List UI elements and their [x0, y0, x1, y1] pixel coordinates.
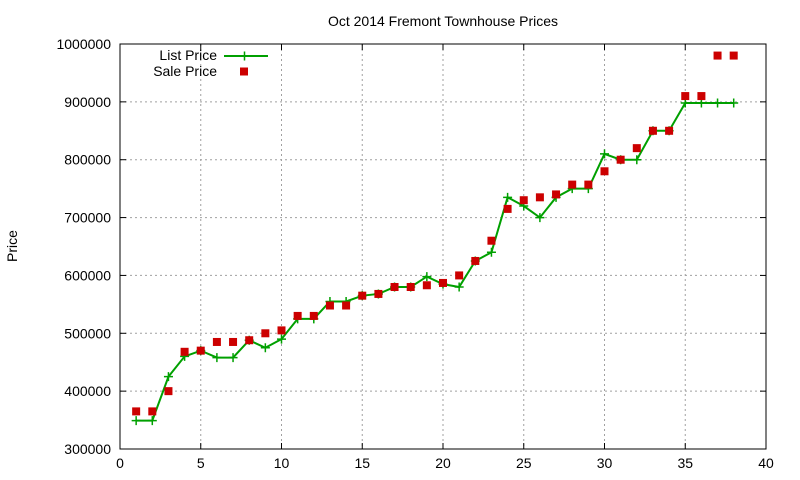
sale-price-point [422, 281, 431, 290]
x-tick-label: 25 [516, 455, 532, 471]
list-price-point [422, 272, 432, 282]
ticks: 0 5 10 15 20 25 30 35 40 300000 400000 500000 600000… [56, 36, 774, 471]
sale-price-point [245, 336, 254, 345]
list-price-point [503, 192, 513, 202]
sale-price-point [632, 144, 641, 153]
sale-price-point [439, 278, 447, 287]
x-tick-label: 15 [354, 455, 370, 471]
y-tick-label: 900000 [64, 94, 111, 110]
sale-price-point [309, 311, 318, 320]
list-price-point [277, 334, 286, 344]
sale-price-point [616, 155, 625, 164]
y-axis-label: Price [4, 230, 20, 262]
sale-price-point [164, 387, 173, 396]
x-tick-label: 20 [435, 455, 451, 471]
sale-price-point [180, 347, 189, 356]
x-tick-label: 30 [597, 455, 613, 471]
sale-price-point [729, 51, 738, 60]
sale-price-point [535, 193, 544, 202]
list-price-point [486, 247, 496, 257]
list-price-point [260, 343, 270, 353]
sale-price-point [390, 283, 399, 291]
list-price-point [632, 155, 642, 165]
list-price-point [131, 416, 141, 426]
legend-label-list-price: List Price [159, 47, 217, 63]
list-price-point [163, 372, 173, 382]
x-tick-label: 35 [677, 455, 693, 471]
y-tick-label: 300000 [64, 441, 111, 457]
sale-price-point [487, 236, 496, 245]
sale-price-point [519, 196, 528, 205]
x-tick-label: 0 [116, 455, 124, 471]
sale-price-point [568, 180, 577, 189]
y-tick-label: 500000 [64, 325, 111, 341]
list-price-point [147, 416, 157, 426]
sale-price-point [713, 51, 722, 60]
list-price-line [136, 102, 734, 422]
sale-price-point [325, 301, 334, 310]
y-tick-label: 600000 [64, 267, 111, 283]
legend-label-sale-price: Sale Price [153, 63, 217, 79]
sale-price-point [374, 289, 383, 298]
x-tick-label: 10 [274, 455, 290, 471]
sale-price-point [471, 256, 480, 265]
list-price-point [454, 282, 464, 292]
legend: List Price Sale Price [153, 47, 268, 79]
y-tick-label: 800000 [64, 152, 111, 168]
sale-price-point [600, 167, 609, 176]
chart-title: Oct 2014 Fremont Townhouse Prices [328, 13, 558, 29]
sale-price-point [503, 204, 512, 213]
sale-price-point [293, 311, 302, 320]
legend-marker-sale-price [240, 67, 248, 76]
sale-price-point [697, 92, 706, 101]
list-price-point [713, 98, 723, 108]
sale-price-point [261, 329, 270, 338]
list-price-point [600, 149, 609, 159]
sale-price-point [455, 271, 464, 280]
series [131, 51, 739, 426]
sale-price-point [584, 180, 593, 189]
sale-price-point [406, 283, 415, 291]
sale-price-point [681, 92, 690, 101]
sale-price-point [229, 337, 238, 346]
sale-price-point [648, 126, 657, 135]
grid [120, 44, 766, 449]
sale-price-point [358, 291, 367, 300]
sale-price-point [212, 337, 221, 346]
y-tick-label: 1000000 [56, 36, 111, 52]
sale-price-point [196, 346, 205, 355]
sale-price-point [277, 326, 286, 335]
sale-price-point [552, 190, 561, 199]
x-tick-label: 5 [197, 455, 205, 471]
list-price-point [535, 213, 545, 223]
sale-price-point [665, 126, 674, 135]
sale-price-point [342, 301, 351, 310]
list-price-point [212, 353, 222, 363]
sale-price-point [132, 407, 141, 416]
list-price-point [729, 98, 739, 108]
y-tick-label: 400000 [64, 383, 111, 399]
legend-marker-list-price [240, 51, 249, 61]
sale-price-point [148, 407, 157, 416]
list-price-point [228, 353, 238, 363]
x-tick-label: 40 [758, 455, 774, 471]
y-tick-label: 700000 [64, 210, 111, 226]
